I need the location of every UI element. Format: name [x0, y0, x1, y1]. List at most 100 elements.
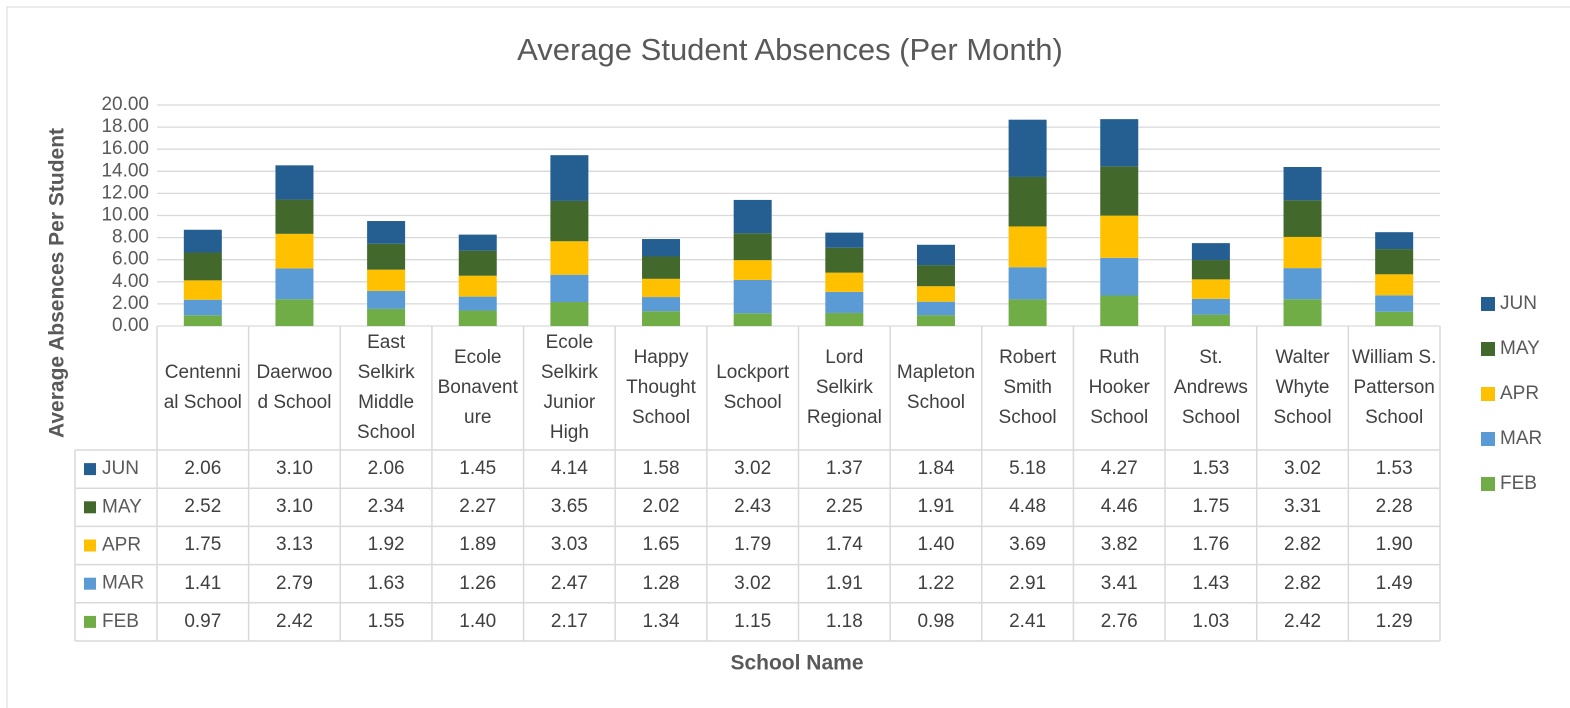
table-value: 2.25: [825, 496, 863, 518]
bar-segment: [550, 302, 589, 326]
bar-segment: [1008, 299, 1047, 326]
table-value: 1.58: [642, 458, 680, 480]
table-value: 1.75: [184, 534, 222, 556]
bar-segment: [1283, 200, 1322, 237]
table-value: 0.98: [917, 610, 955, 632]
bar-segment: [825, 312, 864, 326]
y-axis-label: Average Absences Per Student: [46, 128, 69, 438]
bar-segment: [1375, 249, 1414, 275]
bar-segment: [1100, 215, 1139, 258]
table-legend-key: [84, 577, 96, 590]
bar-segment: [733, 313, 772, 326]
table-value: 1.45: [459, 458, 497, 480]
table-value: 3.10: [275, 496, 313, 518]
category-label: Happy Thought School: [626, 347, 696, 428]
bar-segment: [458, 275, 497, 297]
bar-segment: [275, 233, 314, 269]
bar-segment: [550, 274, 589, 303]
table-legend-key: [84, 539, 96, 552]
y-tick-label: 20.00: [101, 94, 149, 115]
y-tick-label: 0.00: [112, 315, 149, 336]
table-series-name: MAR: [102, 573, 144, 594]
table-value: 2.76: [1100, 610, 1138, 632]
bar-segment: [825, 247, 864, 273]
legend-key: [1481, 387, 1495, 401]
table-value: 1.79: [734, 534, 772, 556]
table-value: 2.27: [459, 496, 497, 518]
legend-key: [1481, 432, 1495, 446]
legend-label: MAR: [1500, 428, 1542, 449]
category-label: St. Andrews School: [1173, 347, 1248, 428]
table-legend-key: [84, 463, 96, 476]
bar-segment: [1283, 299, 1322, 326]
table-value: 2.34: [367, 496, 405, 518]
table-value: 2.06: [367, 458, 405, 480]
table-series-name: APR: [102, 535, 141, 556]
bar-segment: [733, 233, 772, 261]
table-value: 2.52: [184, 496, 222, 518]
table-value: 1.40: [917, 534, 955, 556]
bar-segment: [367, 308, 406, 326]
bar-segment: [1283, 236, 1322, 269]
bar-segment: [275, 199, 314, 234]
table-value: 1.92: [367, 534, 405, 556]
table-value: 3.13: [275, 534, 313, 556]
category-label: Ecole Bonaventure: [437, 347, 518, 428]
bar-segment: [1191, 279, 1230, 299]
bar-segment: [367, 243, 406, 270]
table-value: 1.91: [825, 572, 863, 594]
bar-segment: [1008, 267, 1047, 300]
legend-label: APR: [1500, 383, 1539, 404]
table-value: 3.69: [1009, 534, 1047, 556]
table-value: 1.90: [1375, 534, 1413, 556]
category-label: Daerwood School: [256, 362, 333, 413]
table-value: 1.55: [367, 610, 405, 632]
table-value: 1.28: [642, 572, 680, 594]
y-tick-label: 4.00: [112, 271, 149, 292]
bar-segment: [275, 299, 314, 326]
table-value: 1.49: [1375, 572, 1413, 594]
table-value: 4.48: [1009, 496, 1047, 518]
table-value: 3.03: [550, 534, 588, 556]
category-label: Walter Whyte School: [1273, 347, 1332, 428]
bar-segment: [1283, 166, 1322, 201]
bar-segment: [1100, 295, 1139, 326]
bar-segment: [1008, 226, 1047, 268]
table-value: 1.53: [1192, 458, 1230, 480]
bar-segment: [183, 280, 222, 300]
table-value: 1.37: [825, 458, 863, 480]
bar-segment: [367, 290, 406, 309]
table-value: 3.02: [1284, 458, 1322, 480]
bar-segment: [642, 256, 681, 279]
bar-segment: [825, 232, 864, 248]
y-tick-label: 8.00: [112, 227, 149, 248]
table-value: 1.91: [917, 496, 955, 518]
table-series-name: MAY: [102, 496, 142, 517]
table-value: 1.41: [184, 572, 222, 594]
bar-segment: [550, 200, 589, 242]
bar-segment: [733, 199, 772, 234]
bar-segment: [642, 297, 681, 312]
table-legend-key: [84, 615, 96, 628]
category-label: Ecole Selkirk Junior High: [540, 332, 598, 443]
x-axis-label: School Name: [730, 652, 863, 675]
table-series-name: JUN: [102, 458, 139, 479]
bar-segment: [550, 241, 589, 275]
table-value: 1.74: [825, 534, 863, 556]
table-value: 2.47: [550, 572, 588, 594]
table-value: 1.15: [734, 610, 772, 632]
table-value: 2.43: [734, 496, 772, 518]
bar-segment: [1283, 268, 1322, 300]
bar-segment: [642, 311, 681, 326]
legend-label: JUN: [1500, 293, 1537, 314]
bar-segment: [1100, 119, 1139, 167]
bar-segment: [1191, 243, 1230, 261]
bar-segment: [1100, 166, 1139, 216]
bar-segment: [1008, 176, 1047, 227]
table-legend-key: [84, 501, 96, 514]
bar-segment: [916, 301, 955, 316]
y-tick-label: 12.00: [101, 182, 149, 203]
table-value: 1.53: [1375, 458, 1413, 480]
bar-segment: [1375, 274, 1414, 296]
